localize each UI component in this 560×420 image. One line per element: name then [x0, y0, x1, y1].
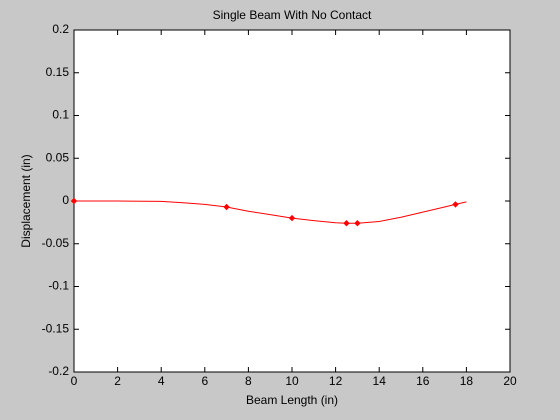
y-tick-label: 0: [62, 193, 69, 207]
x-tick-label: 0: [71, 374, 78, 388]
data-marker: [223, 203, 230, 211]
x-axis-label: Beam Length (in): [246, 393, 338, 407]
y-tick-label: -0.1: [48, 279, 69, 293]
y-tick-label: 0.1: [52, 108, 69, 122]
x-tick-label: 16: [416, 374, 430, 388]
y-tick-label: 0.2: [52, 22, 69, 36]
y-tick-label: -0.2: [48, 364, 69, 378]
x-tick-label: 18: [460, 374, 474, 388]
x-tick-label: 20: [503, 374, 517, 388]
x-tick-label: 4: [158, 374, 165, 388]
x-tick-label: 2: [114, 374, 121, 388]
x-tick-label: 10: [285, 374, 299, 388]
data-marker: [354, 220, 361, 227]
x-tick-label: 6: [201, 374, 208, 388]
data-marker: [70, 197, 78, 205]
y-tick-label: -0.05: [42, 236, 70, 250]
x-tick-label: 12: [329, 374, 343, 388]
y-axis-label: Displacement (in): [19, 154, 33, 247]
data-line: [74, 200, 467, 224]
data-marker: [452, 201, 459, 208]
data-marker: [343, 220, 350, 227]
data-marker: [288, 214, 296, 222]
y-tick-label: -0.15: [42, 321, 70, 335]
chart-title: Single Beam With No Contact: [213, 8, 372, 22]
y-tick-label: 0.05: [46, 150, 70, 164]
x-tick-label: 8: [245, 374, 252, 388]
x-tick-label: 14: [373, 374, 387, 388]
y-tick-label: 0.15: [46, 65, 70, 79]
